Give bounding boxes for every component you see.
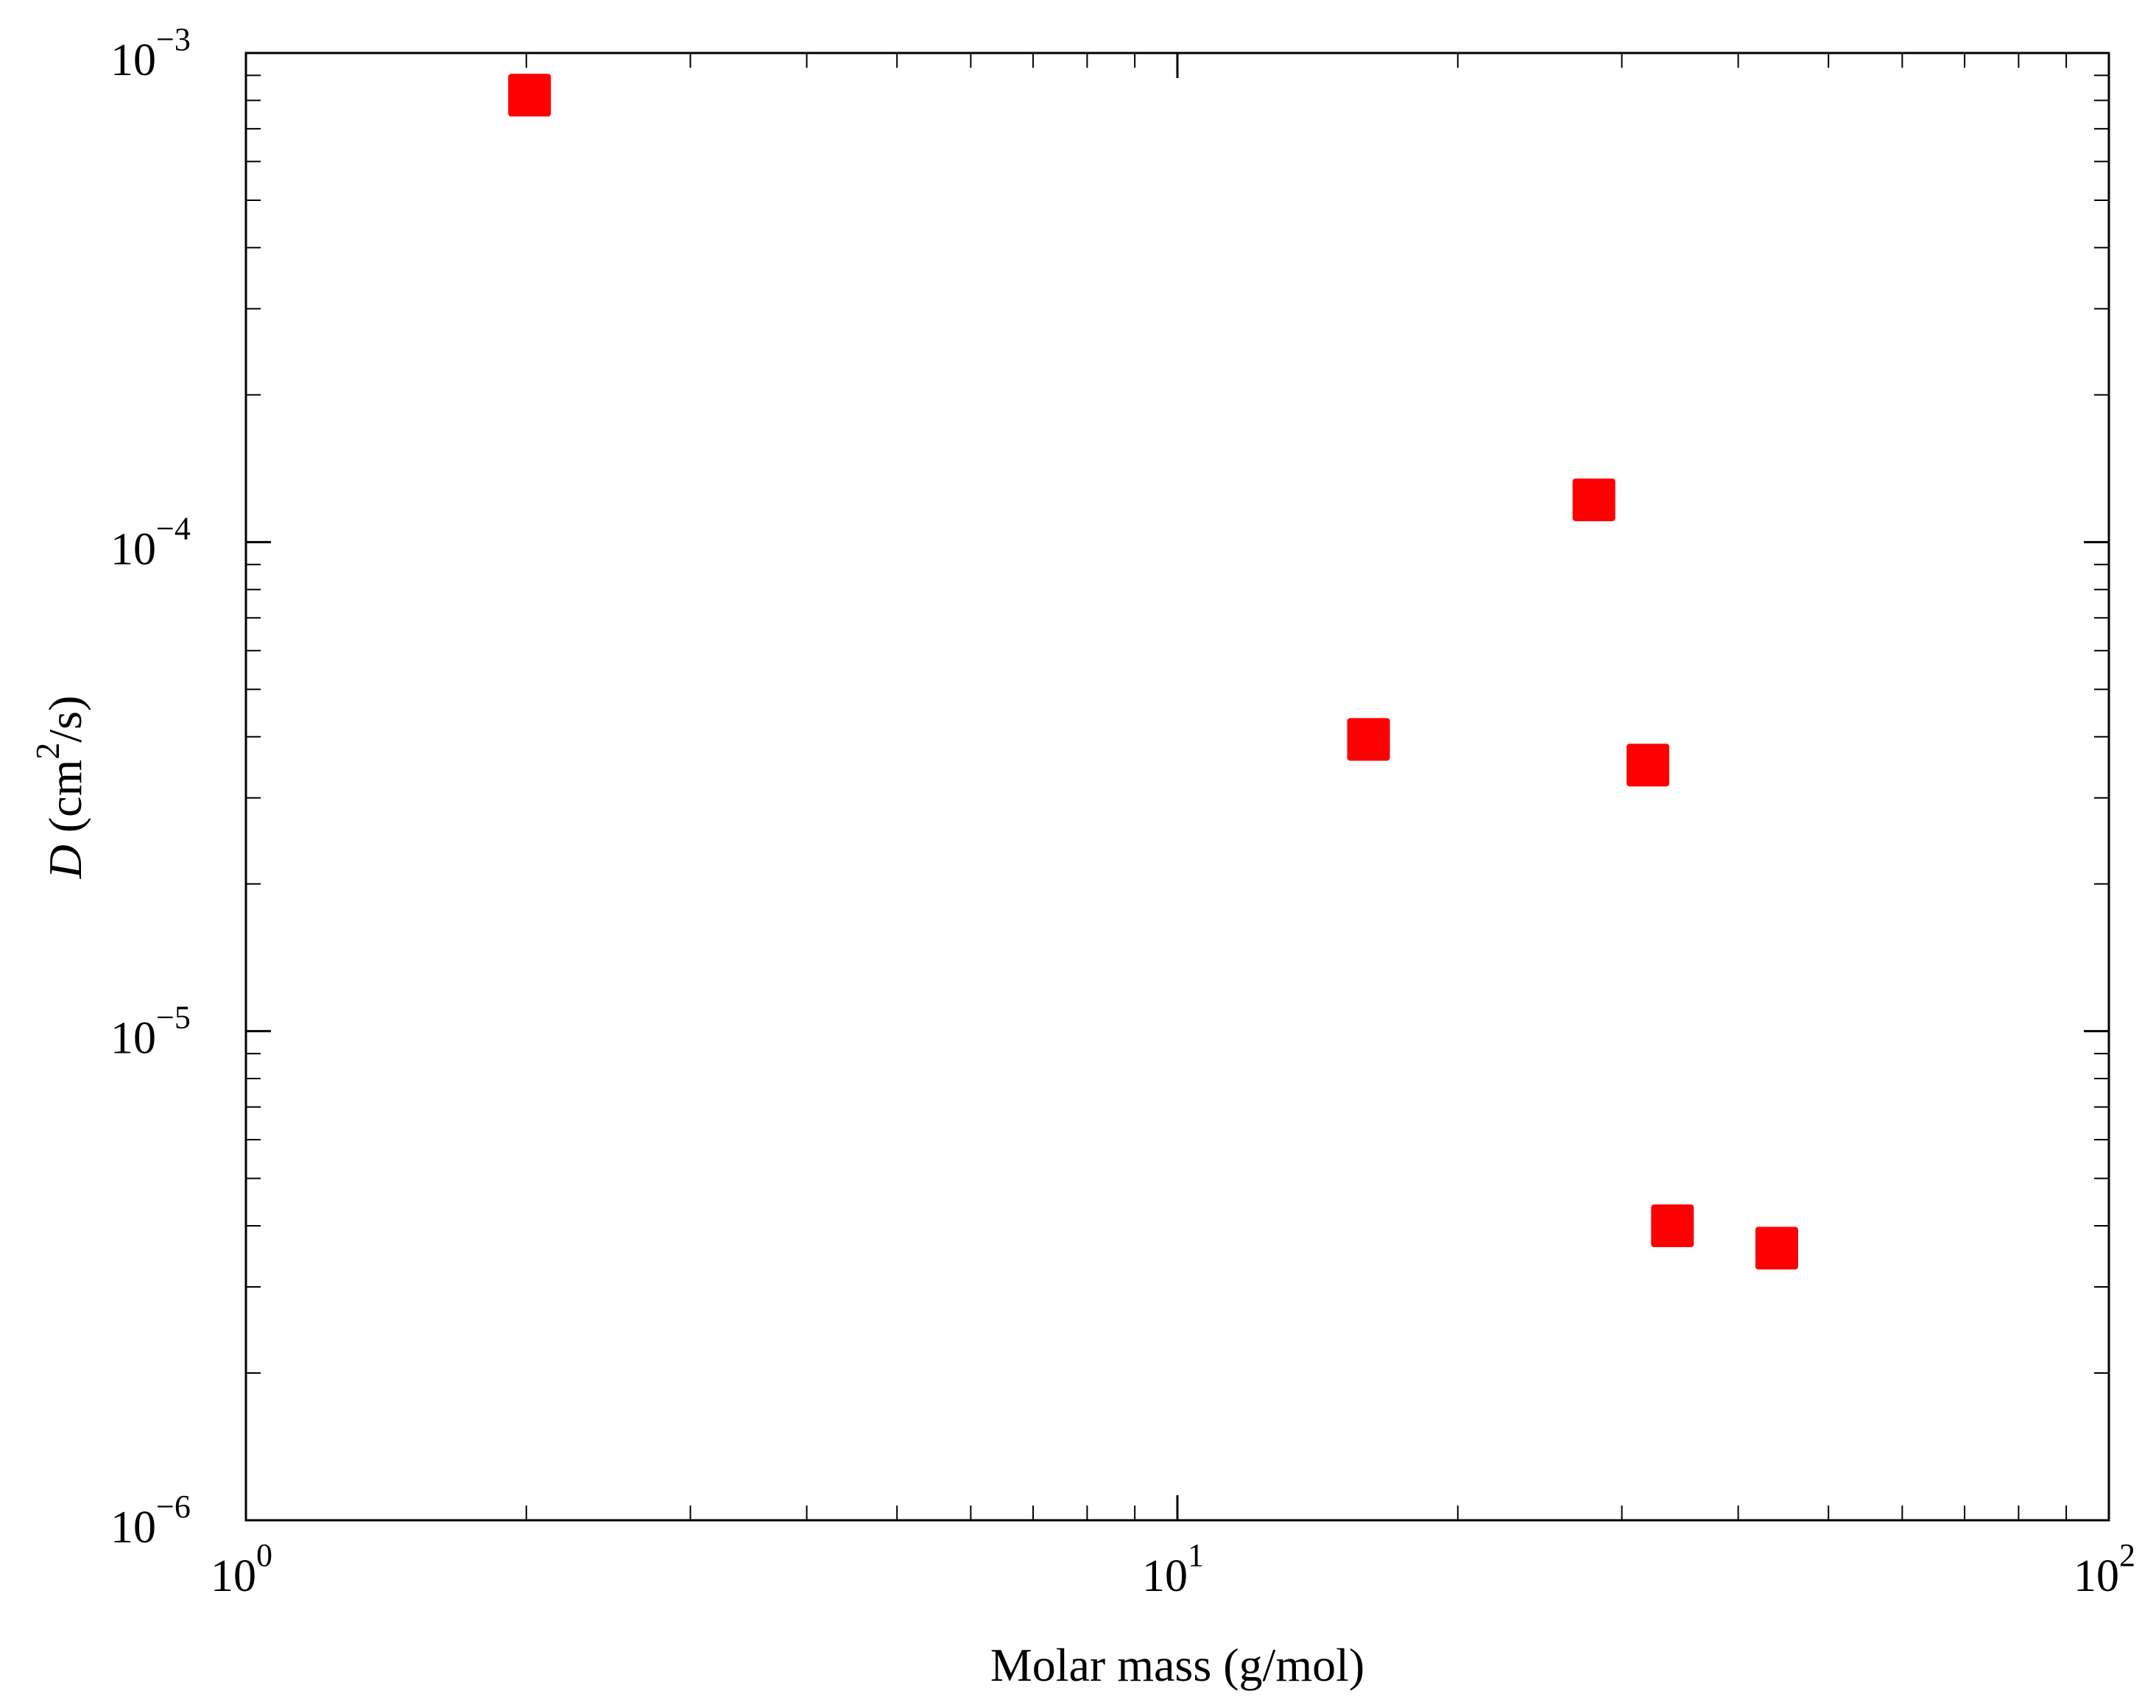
x-tick-base: 10	[211, 1551, 256, 1601]
data-points	[508, 74, 1798, 1270]
y-tick-exponent: −3	[156, 21, 191, 57]
x-tick-exponent: 0	[256, 1537, 272, 1573]
data-point	[1347, 718, 1390, 761]
y-tick-label: 10−5	[110, 1000, 191, 1064]
x-tick-exponent: 1	[1188, 1537, 1204, 1573]
x-tick-label: 102	[2074, 1537, 2135, 1601]
x-tick-label: 101	[1142, 1537, 1204, 1601]
y-axis-unit-open: (cm	[39, 760, 91, 845]
data-point	[1627, 744, 1670, 787]
y-axis-unit-power: 2	[29, 743, 66, 760]
y-tick-label: 10−6	[110, 1489, 191, 1553]
y-tick-exponent: −6	[156, 1489, 191, 1525]
y-tick-base: 10	[110, 1503, 156, 1553]
y-tick-exponent: −5	[156, 1000, 191, 1036]
x-tick-base: 10	[1142, 1551, 1188, 1601]
x-tick-base: 10	[2074, 1551, 2119, 1601]
y-tick-label: 10−3	[110, 21, 191, 85]
y-tick-exponent: −4	[156, 510, 191, 546]
data-point	[1755, 1227, 1798, 1270]
data-point	[1572, 478, 1616, 521]
minor-ticks	[246, 53, 2109, 1520]
y-axis-title: D (cm2/s)	[29, 696, 91, 880]
y-tick-base: 10	[110, 524, 156, 574]
x-tick-exponent: 2	[2119, 1537, 2135, 1573]
x-axis-title: Molar mass (g/mol)	[990, 1639, 1364, 1691]
y-tick-label: 10−4	[110, 510, 191, 574]
data-point	[508, 74, 552, 117]
y-axis-variable: D	[39, 844, 91, 879]
y-tick-base: 10	[110, 35, 156, 85]
x-tick-label: 100	[211, 1537, 272, 1601]
data-point	[1651, 1204, 1694, 1248]
y-tick-base: 10	[110, 1014, 156, 1064]
plot-area	[244, 52, 2110, 1522]
y-axis-unit-close: /s)	[39, 696, 91, 743]
major-ticks	[244, 52, 2110, 1522]
